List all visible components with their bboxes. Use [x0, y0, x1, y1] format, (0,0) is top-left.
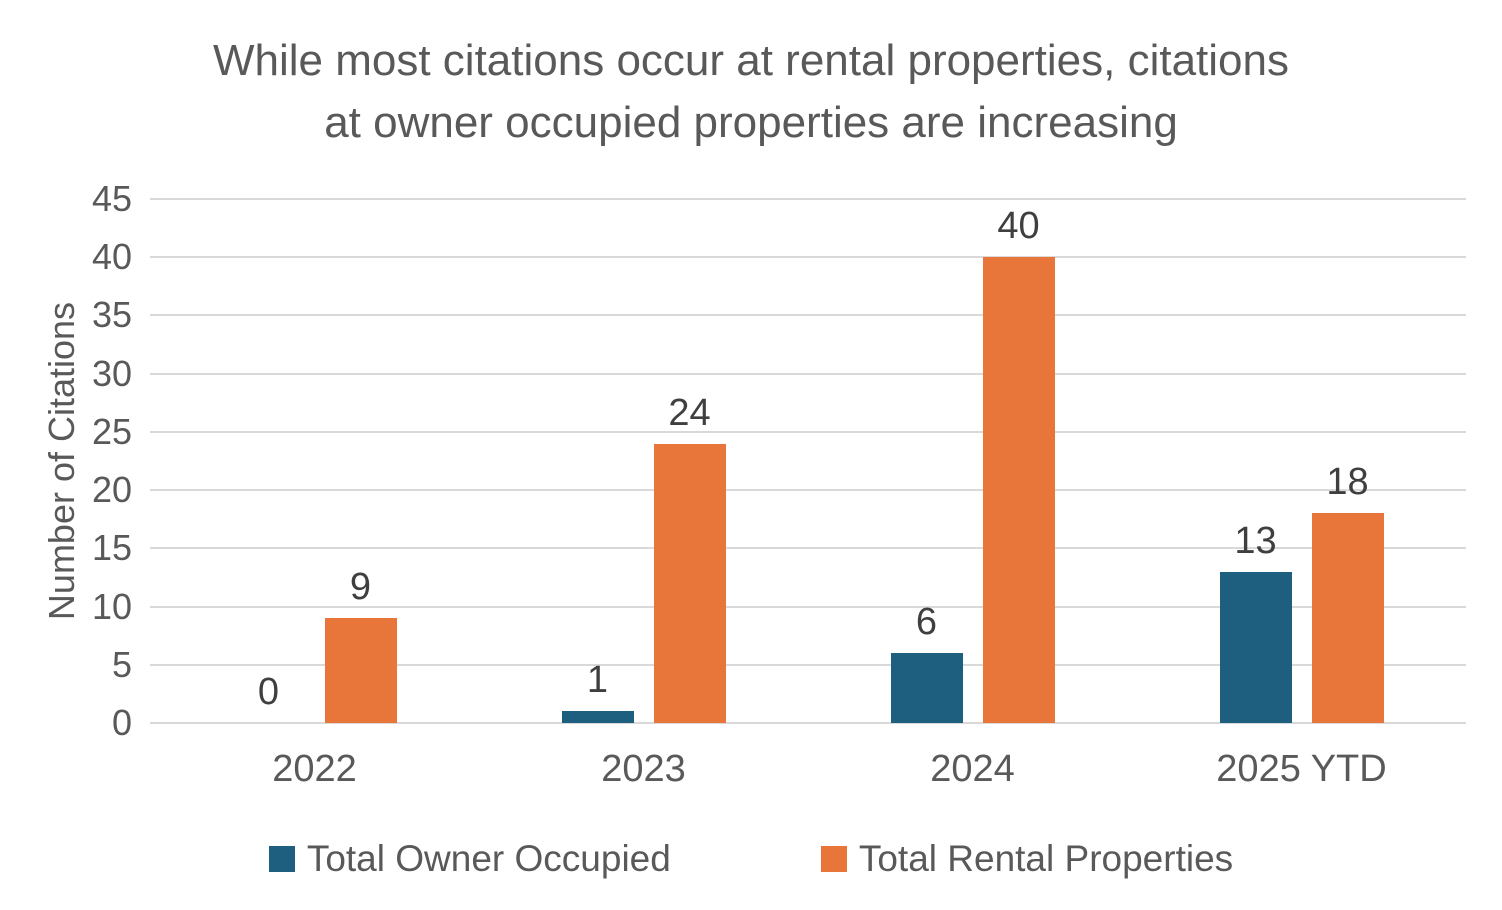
legend-label: Total Owner Occupied	[306, 838, 671, 879]
y-tick-label: 45	[91, 178, 132, 219]
gridline	[150, 430, 1466, 433]
bar-wrap: 6	[890, 199, 963, 723]
y-tick-label: 40	[91, 236, 132, 278]
gridline	[150, 489, 1466, 492]
y-tick-label: 30	[91, 352, 132, 394]
bar-value-label: 18	[1326, 461, 1369, 504]
x-axis-labels: 2022 2023 2024 2025 YTD	[150, 748, 1466, 791]
bar-wrap: 18	[1311, 199, 1384, 723]
y-tick-label: 5	[111, 643, 132, 685]
gridline	[150, 372, 1466, 375]
gridline	[150, 256, 1466, 259]
bar-value-label: 1	[586, 659, 609, 702]
bar-wrap: 13	[1219, 199, 1292, 723]
x-axis-label: 2022	[272, 748, 357, 790]
chart-title: While most citations occur at rental pro…	[0, 30, 1502, 154]
gridline	[150, 314, 1466, 317]
bar	[1219, 571, 1292, 723]
bar-group-2023: 1 24	[479, 199, 808, 723]
plot-area: 0 9 1 24 6 40 13 18	[150, 198, 1466, 724]
gridline	[150, 605, 1466, 608]
y-tick-label: 0	[111, 702, 132, 743]
bar-value-label: 6	[915, 601, 938, 644]
bar-wrap: 24	[653, 199, 726, 723]
legend-swatch-icon	[268, 846, 295, 872]
y-tick-label: 35	[91, 294, 132, 336]
bar-group-2025-ytd: 13 18	[1137, 199, 1466, 723]
chart-title-line-1: While most citations occur at rental pro…	[212, 36, 1289, 85]
bar-value-label: 9	[349, 566, 372, 609]
legend-label: Total Rental Properties	[858, 838, 1234, 879]
gridline	[150, 198, 1466, 200]
bar	[324, 618, 397, 723]
bar-wrap: 1	[561, 199, 634, 723]
bar	[982, 257, 1055, 723]
x-axis-label: 2023	[601, 748, 686, 790]
bar	[1311, 513, 1384, 723]
bar-value-label: 13	[1234, 519, 1277, 562]
bar-value-label: 24	[668, 391, 711, 434]
bar	[890, 653, 963, 723]
legend-swatch-icon	[820, 846, 847, 872]
gridline	[150, 722, 1466, 724]
bar	[561, 711, 634, 723]
bar-value-label: 40	[997, 205, 1040, 248]
y-axis-title: Number of Citations	[41, 301, 82, 621]
y-tick-label: 15	[91, 527, 132, 569]
bars-layer: 0 9 1 24 6 40 13 18	[150, 199, 1466, 723]
bar-value-label: 0	[257, 671, 280, 713]
gridline	[150, 663, 1466, 666]
legend-item: Total Owner Occupied	[268, 838, 671, 880]
legend: Total Owner Occupied Total Rental Propert…	[0, 838, 1502, 880]
bar	[653, 443, 726, 723]
gridline	[150, 547, 1466, 550]
x-axis-label: 2025 YTD	[1216, 748, 1387, 790]
chart-title-line-2: at owner occupied properties are increas…	[324, 98, 1178, 147]
bar-wrap: 40	[982, 199, 1055, 723]
bar-group-2024: 6 40	[808, 199, 1137, 723]
bar-wrap: 0	[233, 199, 305, 723]
bar-wrap: 9	[324, 199, 397, 723]
y-tick-label: 20	[91, 469, 132, 511]
y-tick-label: 25	[91, 410, 132, 452]
x-axis-label: 2024	[930, 748, 1015, 790]
y-tick-label: 10	[91, 585, 132, 627]
legend-item: Total Rental Properties	[820, 838, 1234, 880]
